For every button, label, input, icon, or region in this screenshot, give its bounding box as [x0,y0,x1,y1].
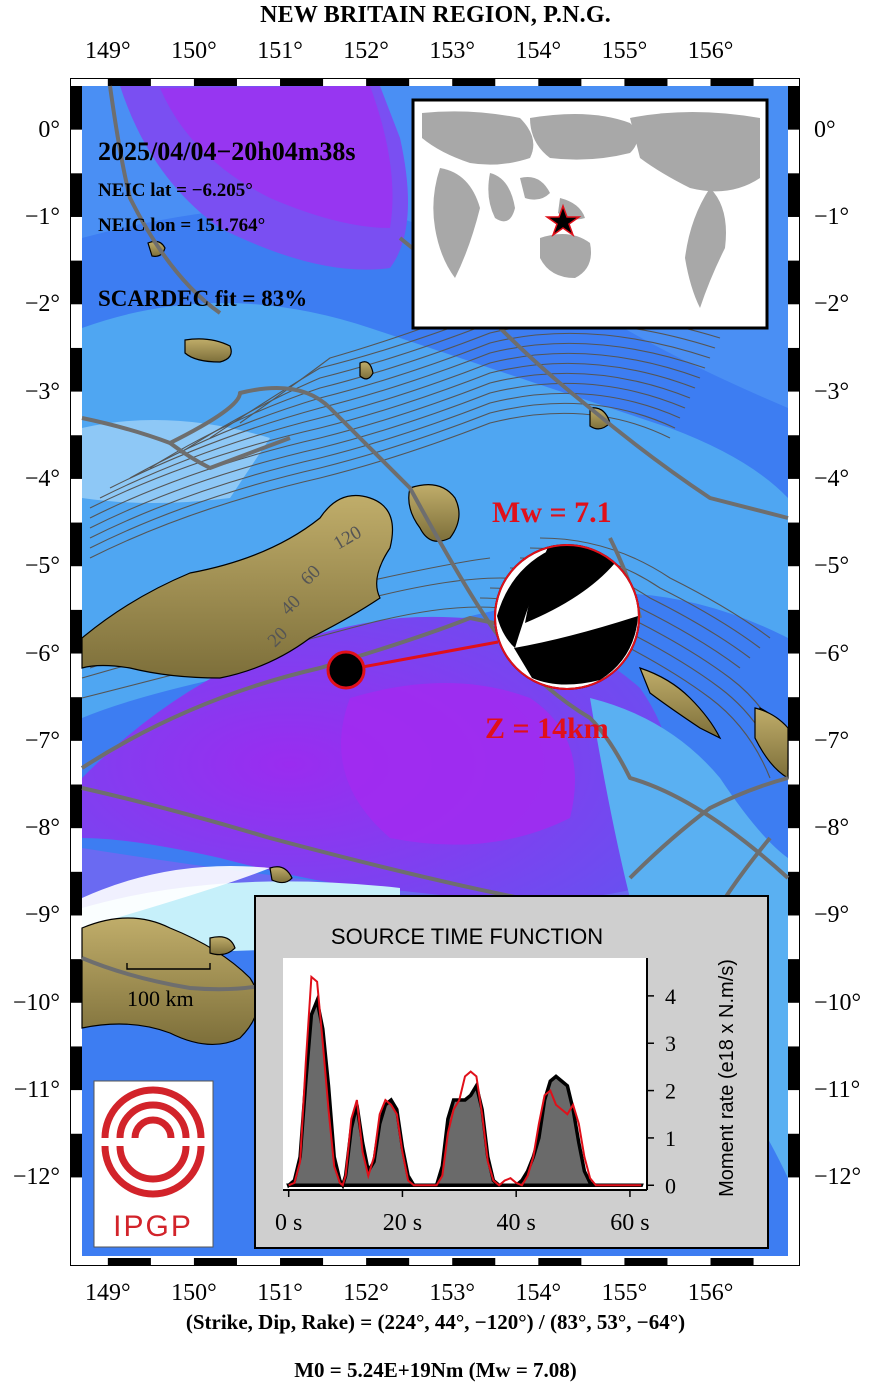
magnitude-label: Mw = 7.1 [492,496,612,529]
latitude-label: −1° [814,203,850,230]
map-title: NEW BRITAIN REGION, P.N.G. [260,2,611,28]
longitude-label-155: 155° [601,38,648,64]
longitude-label-150: 150° [171,1280,217,1306]
world-inset-map [411,98,769,330]
moment-text: M0 = 5.24E+19Nm (Mw = 7.08) [294,1358,577,1382]
latitude-label: −8° [814,815,850,842]
latitude-label: −6° [814,640,850,667]
latitude-label: −3° [814,378,850,405]
latitude-label: −8° [24,815,60,842]
longitude-label-149: 149° [85,38,131,64]
stf-x-tick-label: 0 s [275,1210,302,1236]
longitude-label-156: 156° [687,38,734,64]
longitude-label-155: 155° [601,1280,648,1306]
event-lat: NEIC lat = −6.205° [98,180,253,201]
longitude-label-156: 156° [687,1280,734,1306]
new-britain-east-land [638,667,722,740]
longitude-label-149: 149° [85,1280,131,1306]
stf-y-tick-label: 4 [665,984,676,1009]
latitude-label: −10° [814,989,862,1016]
latitude-label: −12° [12,1164,60,1191]
stf-y-tick-label: 1 [665,1126,676,1151]
longitude-label-150: 150° [171,38,217,64]
stf-axes [283,958,648,1191]
epicenter-marker [326,650,366,690]
landmasses [81,240,789,1046]
focal-mechanism[interactable]: Mw = 7.1 Z = 14km [326,496,640,745]
ipgp-logo-text: IPGP [113,1210,193,1243]
nodal-planes: (Strike, Dip, Rake) = (224°, 44°, −120°)… [0,1310,871,1335]
map-canvas[interactable]: 2025/04/04−20h04m38s NEIC lat = −6.205° … [70,78,800,1266]
stf-series-line [288,974,642,1188]
latitude-label: −11° [814,1077,861,1104]
stf-x-tick-label: 40 s [497,1210,536,1236]
latitude-label: −4° [814,465,850,492]
latitude-label: −1° [24,203,60,230]
longitude-label-154: 154° [515,1280,562,1306]
stf-y-tick-label: 2 [665,1079,676,1104]
latitude-label: −12° [814,1164,862,1191]
latitude-label: −7° [24,727,60,754]
nodal-planes-text: (Strike, Dip, Rake) = (224°, 44°, −120°)… [185,1310,686,1334]
small-island [359,361,374,380]
small-island [269,866,293,884]
latitude-label: −9° [814,902,850,929]
new-ireland-land [408,484,460,542]
small-island [209,936,236,956]
latitude-label: −10° [12,989,60,1016]
stf-x-tick-label: 20 s [383,1210,422,1236]
scardec-fit: SCARDEC fit = 83% [98,286,307,311]
latitude-label: −7° [814,727,850,754]
latitude-label: −6° [24,640,60,667]
latitude-label: −4° [24,465,60,492]
longitude-label-151: 151° [257,38,303,64]
stf-y-tick-label: 0 [665,1173,676,1198]
moment-info: M0 = 5.24E+19Nm (Mw = 7.08) [0,1358,871,1383]
new-guinea-land [81,494,394,679]
latitude-label: 0° [38,116,60,143]
stf-panel: SOURCE TIME FUNCTION 0 s 20 s 40 s 60 s 0 1 2 3… [254,895,769,1249]
epicenter-star-icon [544,203,582,237]
stf-title: SOURCE TIME FUNCTION [331,924,603,949]
ipgp-logo: IPGP [93,1080,214,1248]
manus-land [184,338,232,363]
scale-bar: 100 km [126,963,211,1011]
latitude-label: −3° [24,378,60,405]
longitude-label-153: 153° [429,38,476,64]
longitude-label-152: 152° [343,1280,389,1306]
longitude-label-152: 152° [343,38,389,64]
scale-bar-label: 100 km [127,986,194,1011]
latitude-label: −2° [24,291,60,318]
latitude-label: −9° [24,902,60,929]
latitude-label: −2° [814,291,850,318]
depth-label: Z = 14km [485,712,609,745]
latitude-label: −5° [24,553,60,580]
latitude-label: 0° [814,116,836,143]
stf-ylabel: Moment rate (e18 x N.m/s) [716,959,738,1197]
event-datetime: 2025/04/04−20h04m38s [98,137,356,166]
stf-x-tick-label: 60 s [610,1210,649,1236]
event-lon: NEIC lon = 151.764° [98,215,265,236]
event-info: 2025/04/04−20h04m38s NEIC lat = −6.205° … [98,137,356,311]
latitude-label: −11° [13,1077,60,1104]
longitude-label-154: 154° [515,38,562,64]
stf-y-tick-label: 3 [665,1031,676,1056]
longitude-label-151: 151° [257,1280,303,1306]
longitude-label-153: 153° [429,1280,476,1306]
latitude-label: −5° [814,553,850,580]
